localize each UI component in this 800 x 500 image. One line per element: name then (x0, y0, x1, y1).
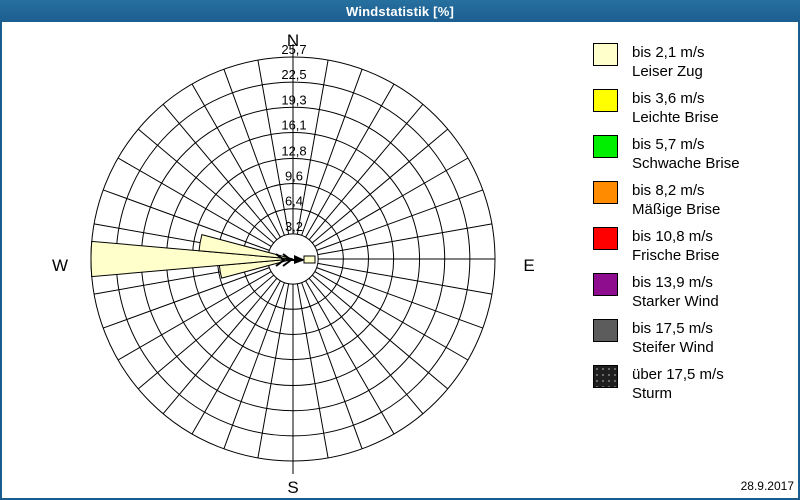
grid-spoke (162, 103, 278, 241)
grid-spoke (316, 267, 483, 329)
legend-wind-name: Steifer Wind (632, 339, 714, 356)
grid-spoke (162, 277, 278, 415)
grid-spoke (316, 189, 483, 251)
legend-color-swatch (593, 43, 618, 66)
grid-spoke (317, 223, 493, 256)
date-label: 28.9.2017 (740, 479, 794, 493)
grid-spoke (317, 262, 493, 295)
grid-spoke (296, 283, 329, 459)
legend-item: bis 10,8 m/s Frische Brise (593, 227, 793, 273)
legend-wind-name: Starker Wind (632, 293, 719, 310)
grid-spoke (308, 277, 424, 415)
legend-item: bis 2,1 m/s Leiser Zug (593, 43, 793, 89)
grid-spoke (314, 271, 469, 361)
grid-spoke (117, 157, 272, 247)
grid-spoke (137, 128, 275, 244)
legend-color-swatch (593, 319, 618, 342)
legend-speed-label: bis 8,2 m/s (632, 182, 705, 199)
grid-spoke (223, 69, 285, 236)
legend-item: bis 5,7 m/s Schwache Brise (593, 135, 793, 181)
legend-speed-label: bis 10,8 m/s (632, 228, 713, 245)
grid-spoke (305, 280, 395, 435)
legend-speed-label: bis 3,6 m/s (632, 90, 705, 107)
legend-speed-label: bis 2,1 m/s (632, 44, 705, 61)
title-bar: Windstatistik [%] (0, 0, 800, 22)
grid-spoke (191, 83, 281, 238)
legend-color-swatch (593, 365, 618, 388)
compass-label-north: N (287, 31, 299, 50)
grid-spoke (223, 282, 285, 449)
radial-tick-label: 3,2 (285, 219, 303, 234)
compass-label-east: E (523, 256, 534, 275)
grid-spoke (296, 59, 329, 235)
grid-spoke (257, 283, 290, 459)
grid-spoke (191, 280, 281, 435)
legend-color-swatch (593, 135, 618, 158)
legend-color-swatch (593, 227, 618, 250)
grid-spoke (103, 267, 270, 329)
radial-tick-label: 22,5 (281, 67, 306, 82)
legend-item: bis 17,5 m/s Steifer Wind (593, 319, 793, 365)
radial-tick-label: 9,6 (285, 169, 303, 184)
grid-spoke (311, 274, 449, 390)
mean-wind-direction-arrow (275, 253, 316, 267)
compass-label-west: W (52, 256, 68, 275)
grid-spoke (311, 128, 449, 244)
grid-spoke (305, 83, 395, 238)
legend-wind-name: Sturm (632, 385, 673, 402)
legend-color-swatch (593, 273, 618, 296)
legend-item: bis 3,6 m/s Leichte Brise (593, 89, 793, 135)
wind-speed-legend: bis 2,1 m/s Leiser Zug bis 3,6 m/s Leich… (593, 43, 793, 411)
radial-tick-label: 6,4 (285, 194, 303, 209)
radial-tick-label: 19,3 (281, 92, 306, 107)
radial-tick-label: 12,8 (281, 143, 306, 158)
legend-speed-label: bis 13,9 m/s (632, 274, 713, 291)
wind-frequency-wedge (198, 233, 294, 260)
legend-speed-label: bis 5,7 m/s (632, 136, 705, 153)
compass-label-south: S (287, 478, 298, 497)
radial-tick-label: 16,1 (281, 117, 306, 132)
legend-item: bis 8,2 m/s Mäßige Brise (593, 181, 793, 227)
grid-spoke (117, 271, 272, 361)
grid-spoke (308, 103, 424, 241)
legend-wind-name: Mäßige Brise (632, 201, 721, 218)
wind-frequency-wedge (90, 240, 294, 278)
grid-spoke (257, 59, 290, 235)
legend-speed-label: bis 17,5 m/s (632, 320, 713, 337)
legend-wind-name: Schwache Brise (632, 155, 740, 172)
grid-spoke (301, 282, 363, 449)
window-title: Windstatistik [%] (345, 3, 454, 19)
legend-item: über 17,5 m/s Sturm (593, 365, 793, 411)
grid-spoke (103, 189, 270, 251)
radial-tick-label: 25,7 (281, 42, 306, 57)
grid-spoke (301, 69, 363, 236)
legend-wind-name: Leichte Brise (632, 109, 719, 126)
legend-color-swatch (593, 181, 618, 204)
legend-speed-label: über 17,5 m/s (632, 366, 724, 383)
legend-wind-name: Leiser Zug (632, 63, 703, 80)
legend-item: bis 13,9 m/s Starker Wind (593, 273, 793, 319)
legend-color-swatch (593, 89, 618, 112)
grid-spoke (137, 274, 275, 390)
grid-spoke (314, 157, 469, 247)
legend-wind-name: Frische Brise (632, 247, 720, 264)
